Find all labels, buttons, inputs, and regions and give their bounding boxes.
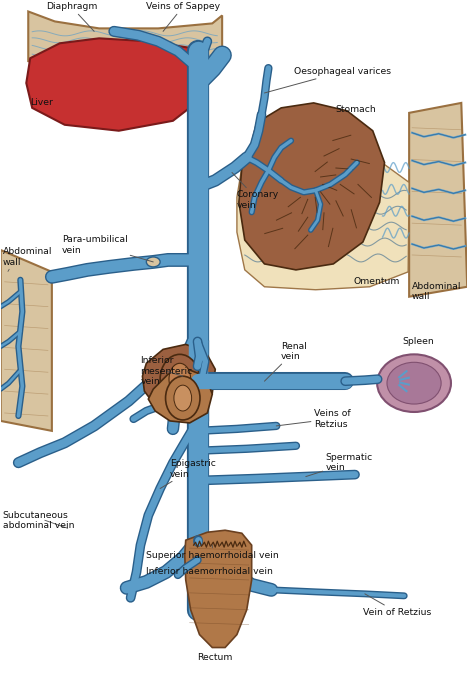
Text: Para-umbilical
vein: Para-umbilical vein: [62, 236, 153, 262]
Polygon shape: [142, 344, 215, 414]
Polygon shape: [237, 151, 409, 290]
Ellipse shape: [169, 363, 191, 395]
Polygon shape: [0, 250, 52, 431]
Ellipse shape: [165, 376, 200, 420]
Ellipse shape: [146, 257, 160, 267]
Text: Rectum: Rectum: [198, 653, 233, 662]
Text: Subcutaneous
abdominal vein: Subcutaneous abdominal vein: [3, 511, 74, 530]
Text: Vein of Retzius: Vein of Retzius: [363, 594, 431, 617]
Text: Renal
vein: Renal vein: [264, 342, 307, 381]
Ellipse shape: [377, 354, 451, 412]
Text: Inferior haemorrhoidal vein: Inferior haemorrhoidal vein: [146, 568, 273, 576]
Text: Spermatic
vein: Spermatic vein: [306, 453, 373, 477]
Text: Epigastric
vein: Epigastric vein: [160, 459, 216, 488]
Polygon shape: [239, 103, 384, 270]
Polygon shape: [409, 103, 467, 296]
Ellipse shape: [160, 354, 200, 404]
Text: Coronary
vein: Coronary vein: [232, 173, 279, 210]
Text: Veins of
Retzius: Veins of Retzius: [276, 409, 350, 429]
Text: Spleen: Spleen: [402, 337, 434, 346]
Text: Veins of Sappey: Veins of Sappey: [146, 3, 220, 31]
Ellipse shape: [387, 362, 441, 404]
Text: Oesophageal varices: Oesophageal varices: [264, 67, 391, 93]
Polygon shape: [185, 530, 252, 647]
Polygon shape: [26, 38, 208, 130]
Text: Liver: Liver: [30, 98, 53, 107]
Text: Abdominal
wall: Abdominal wall: [3, 247, 52, 266]
Ellipse shape: [174, 385, 191, 411]
Text: Inferior
mesenteric
vein: Inferior mesenteric vein: [140, 357, 193, 386]
Text: Abdominal
wall: Abdominal wall: [412, 282, 462, 301]
Polygon shape: [28, 12, 222, 73]
Text: Omentum: Omentum: [353, 277, 400, 286]
Text: Superior haemorrhoidal vein: Superior haemorrhoidal vein: [146, 545, 279, 559]
Text: Diaphragm: Diaphragm: [46, 3, 97, 31]
Text: Stomach: Stomach: [335, 105, 376, 114]
Polygon shape: [148, 370, 212, 423]
